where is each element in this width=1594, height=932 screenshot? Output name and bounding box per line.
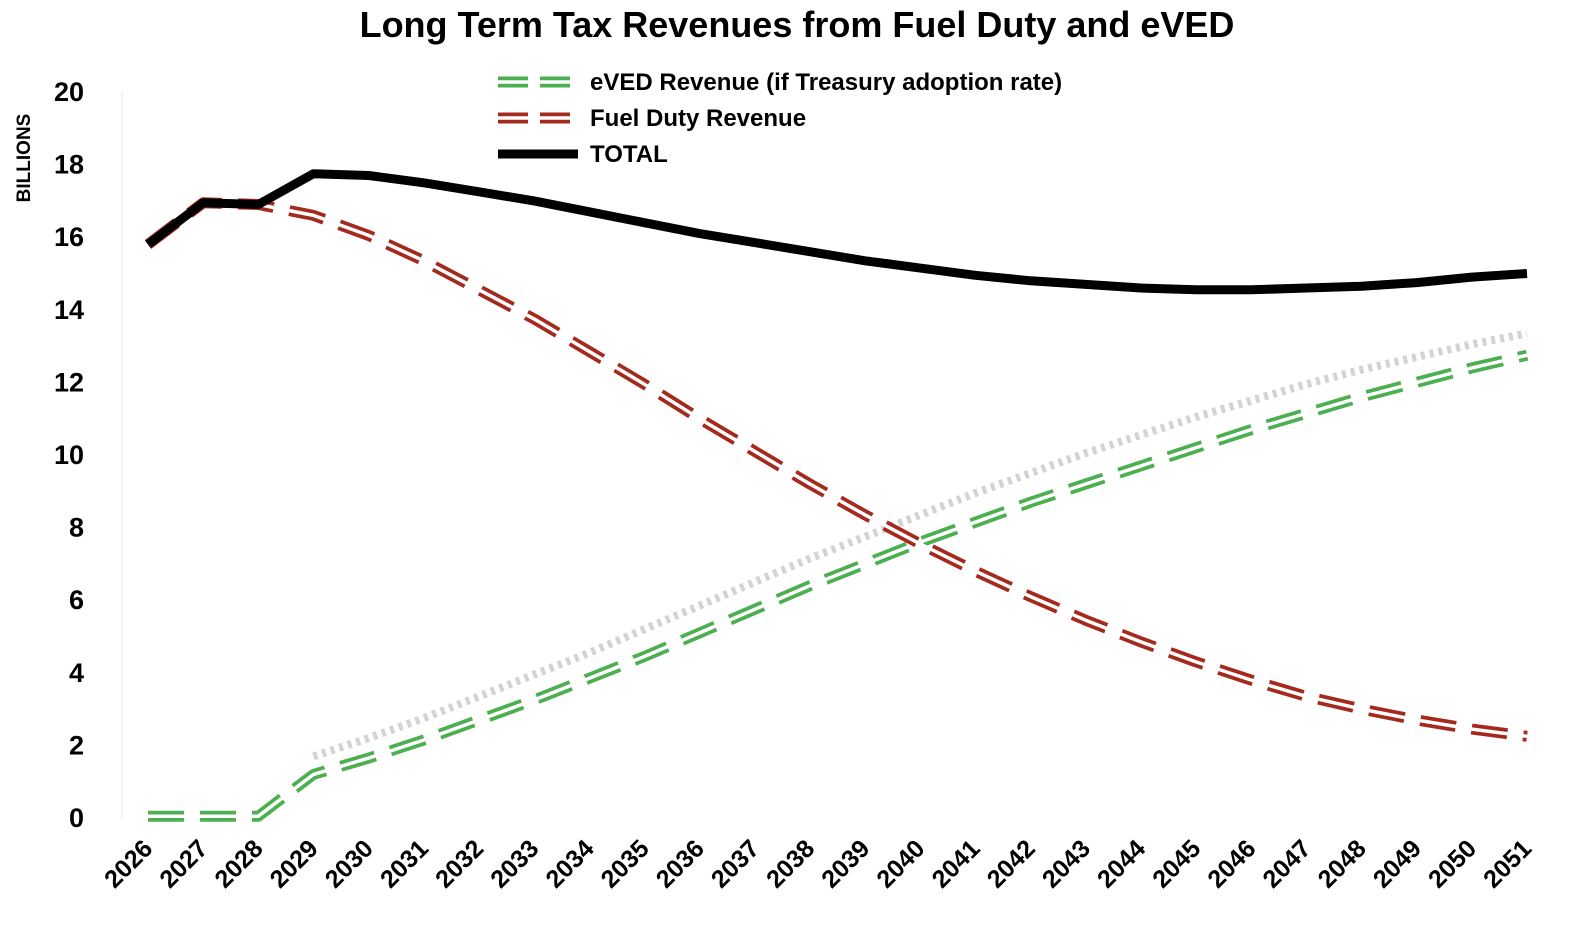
y-tick-label: 10	[54, 440, 84, 470]
x-tick-label: 2049	[1368, 834, 1427, 893]
series-line-eved	[148, 349, 1529, 822]
x-tick-label: 2050	[1423, 834, 1482, 893]
legend: eVED Revenue (if Treasury adoption rate)…	[498, 69, 1062, 168]
x-tick-label: 2035	[596, 834, 655, 893]
x-tick-label: 2036	[651, 834, 710, 893]
x-tick-label: 2026	[99, 834, 158, 893]
x-tick-label: 2044	[1092, 834, 1151, 893]
x-tick-label: 2051	[1478, 834, 1537, 893]
series-line-fuel-duty	[144, 197, 1528, 742]
x-tick-label: 2039	[816, 834, 875, 893]
y-tick-label: 12	[54, 367, 84, 397]
x-tick-label: 2030	[320, 834, 379, 893]
y-tick-label: 18	[54, 150, 84, 180]
y-tick-label: 20	[54, 77, 84, 107]
x-tick-label: 2043	[1037, 834, 1096, 893]
chart-title: Long Term Tax Revenues from Fuel Duty an…	[359, 4, 1235, 45]
x-tick-label: 2029	[265, 834, 324, 893]
y-tick-label: 4	[69, 658, 84, 688]
series-line-dotted	[312, 329, 1528, 761]
x-tick-label: 2045	[1147, 834, 1206, 893]
x-tick-label: 2028	[209, 834, 268, 893]
series-line-eved-inner	[148, 353, 1528, 818]
y-tick-label: 8	[69, 513, 84, 543]
x-tick-label: 2037	[706, 834, 765, 893]
y-tick-label: 2	[69, 730, 84, 760]
x-tick-label: 2047	[1257, 834, 1316, 893]
x-tick-label: 2027	[154, 834, 213, 893]
series-line-total	[145, 169, 1528, 295]
x-tick-label: 2034	[540, 834, 599, 893]
legend-label: eVED Revenue (if Treasury adoption rate)	[590, 69, 1062, 96]
x-tick-label: 2031	[375, 834, 434, 893]
legend-label: TOTAL	[590, 141, 668, 168]
x-tick-label: 2046	[1202, 834, 1261, 893]
plot-lines	[144, 169, 1529, 822]
y-tick-label: 14	[54, 295, 84, 325]
x-tick-label: 2040	[871, 834, 930, 893]
y-tick-label: 16	[54, 222, 84, 252]
x-tick-label: 2048	[1313, 834, 1372, 893]
y-axis-label: BILLIONS	[14, 114, 35, 203]
legend-label: Fuel Duty Revenue	[590, 105, 806, 132]
x-tick-label: 2032	[430, 834, 489, 893]
x-tick-label: 2033	[485, 834, 544, 893]
x-tick-label: 2041	[927, 834, 986, 893]
x-tick-label: 2038	[761, 834, 820, 893]
y-tick-label: 6	[69, 585, 84, 615]
series-line-fuel-duty-inner	[146, 200, 1528, 739]
y-tick-label: 0	[69, 803, 84, 833]
x-tick-label: 2042	[982, 834, 1041, 893]
